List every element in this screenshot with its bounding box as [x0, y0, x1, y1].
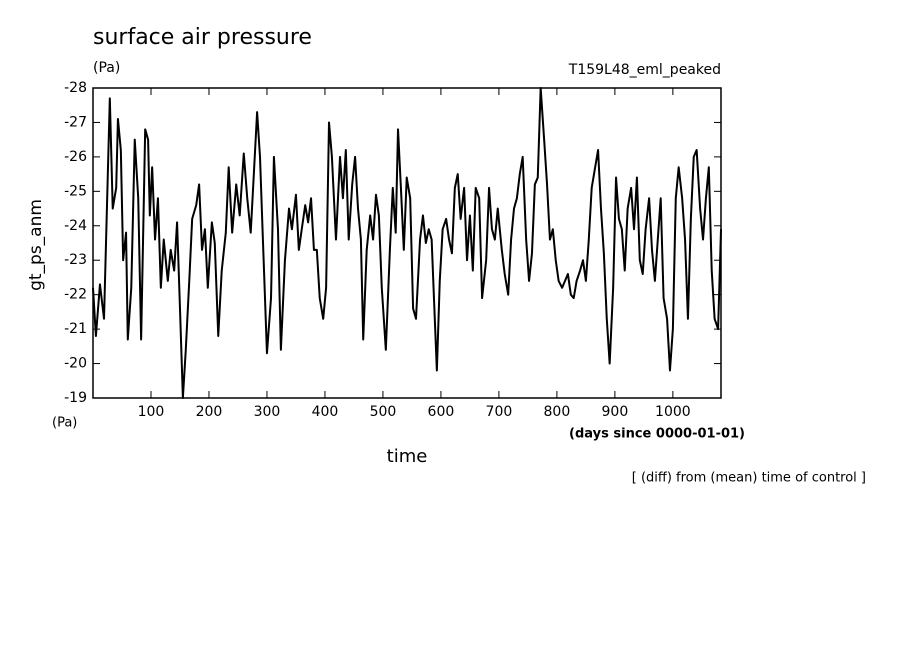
y-tick-label: -26 — [64, 149, 87, 165]
note: [ (diff) from (mean) time of control ] — [632, 471, 866, 486]
y-tick-label: -19 — [64, 390, 87, 406]
y-axis-label: gt_ps_anm — [26, 199, 46, 291]
y-tick-label: -21 — [64, 321, 87, 337]
x-tick-label: 900 — [602, 404, 629, 420]
x-tick-label: 800 — [544, 404, 571, 420]
x-tick-label: 600 — [428, 404, 455, 420]
unit-bottom: (Pa) — [52, 416, 77, 431]
y-tick-label: -20 — [64, 356, 87, 372]
y-tick-label: -22 — [64, 287, 87, 303]
x-tick-label: 1000 — [655, 404, 691, 420]
data-line — [92, 87, 722, 399]
y-tick-label: -28 — [64, 80, 87, 96]
unit-top: (Pa) — [93, 60, 120, 76]
x-tick-label: 700 — [486, 404, 513, 420]
x-tick-label: 100 — [138, 404, 165, 420]
y-tick-label: -24 — [64, 218, 87, 234]
x-tick-label: 400 — [312, 404, 339, 420]
chart-title: surface air pressure — [93, 25, 312, 50]
x-tick-label: 200 — [196, 404, 223, 420]
y-tick-label: -25 — [64, 183, 87, 199]
x-axis-label: time — [387, 446, 428, 467]
x-tick-label: 300 — [254, 404, 281, 420]
experiment-label: T159L48_eml_peaked — [568, 62, 721, 78]
y-tick-label: -27 — [64, 114, 87, 130]
y-tick-label: -23 — [64, 252, 87, 268]
x-tick-label: 500 — [370, 404, 397, 420]
x-unit: (days since 0000-01-01) — [569, 427, 745, 442]
